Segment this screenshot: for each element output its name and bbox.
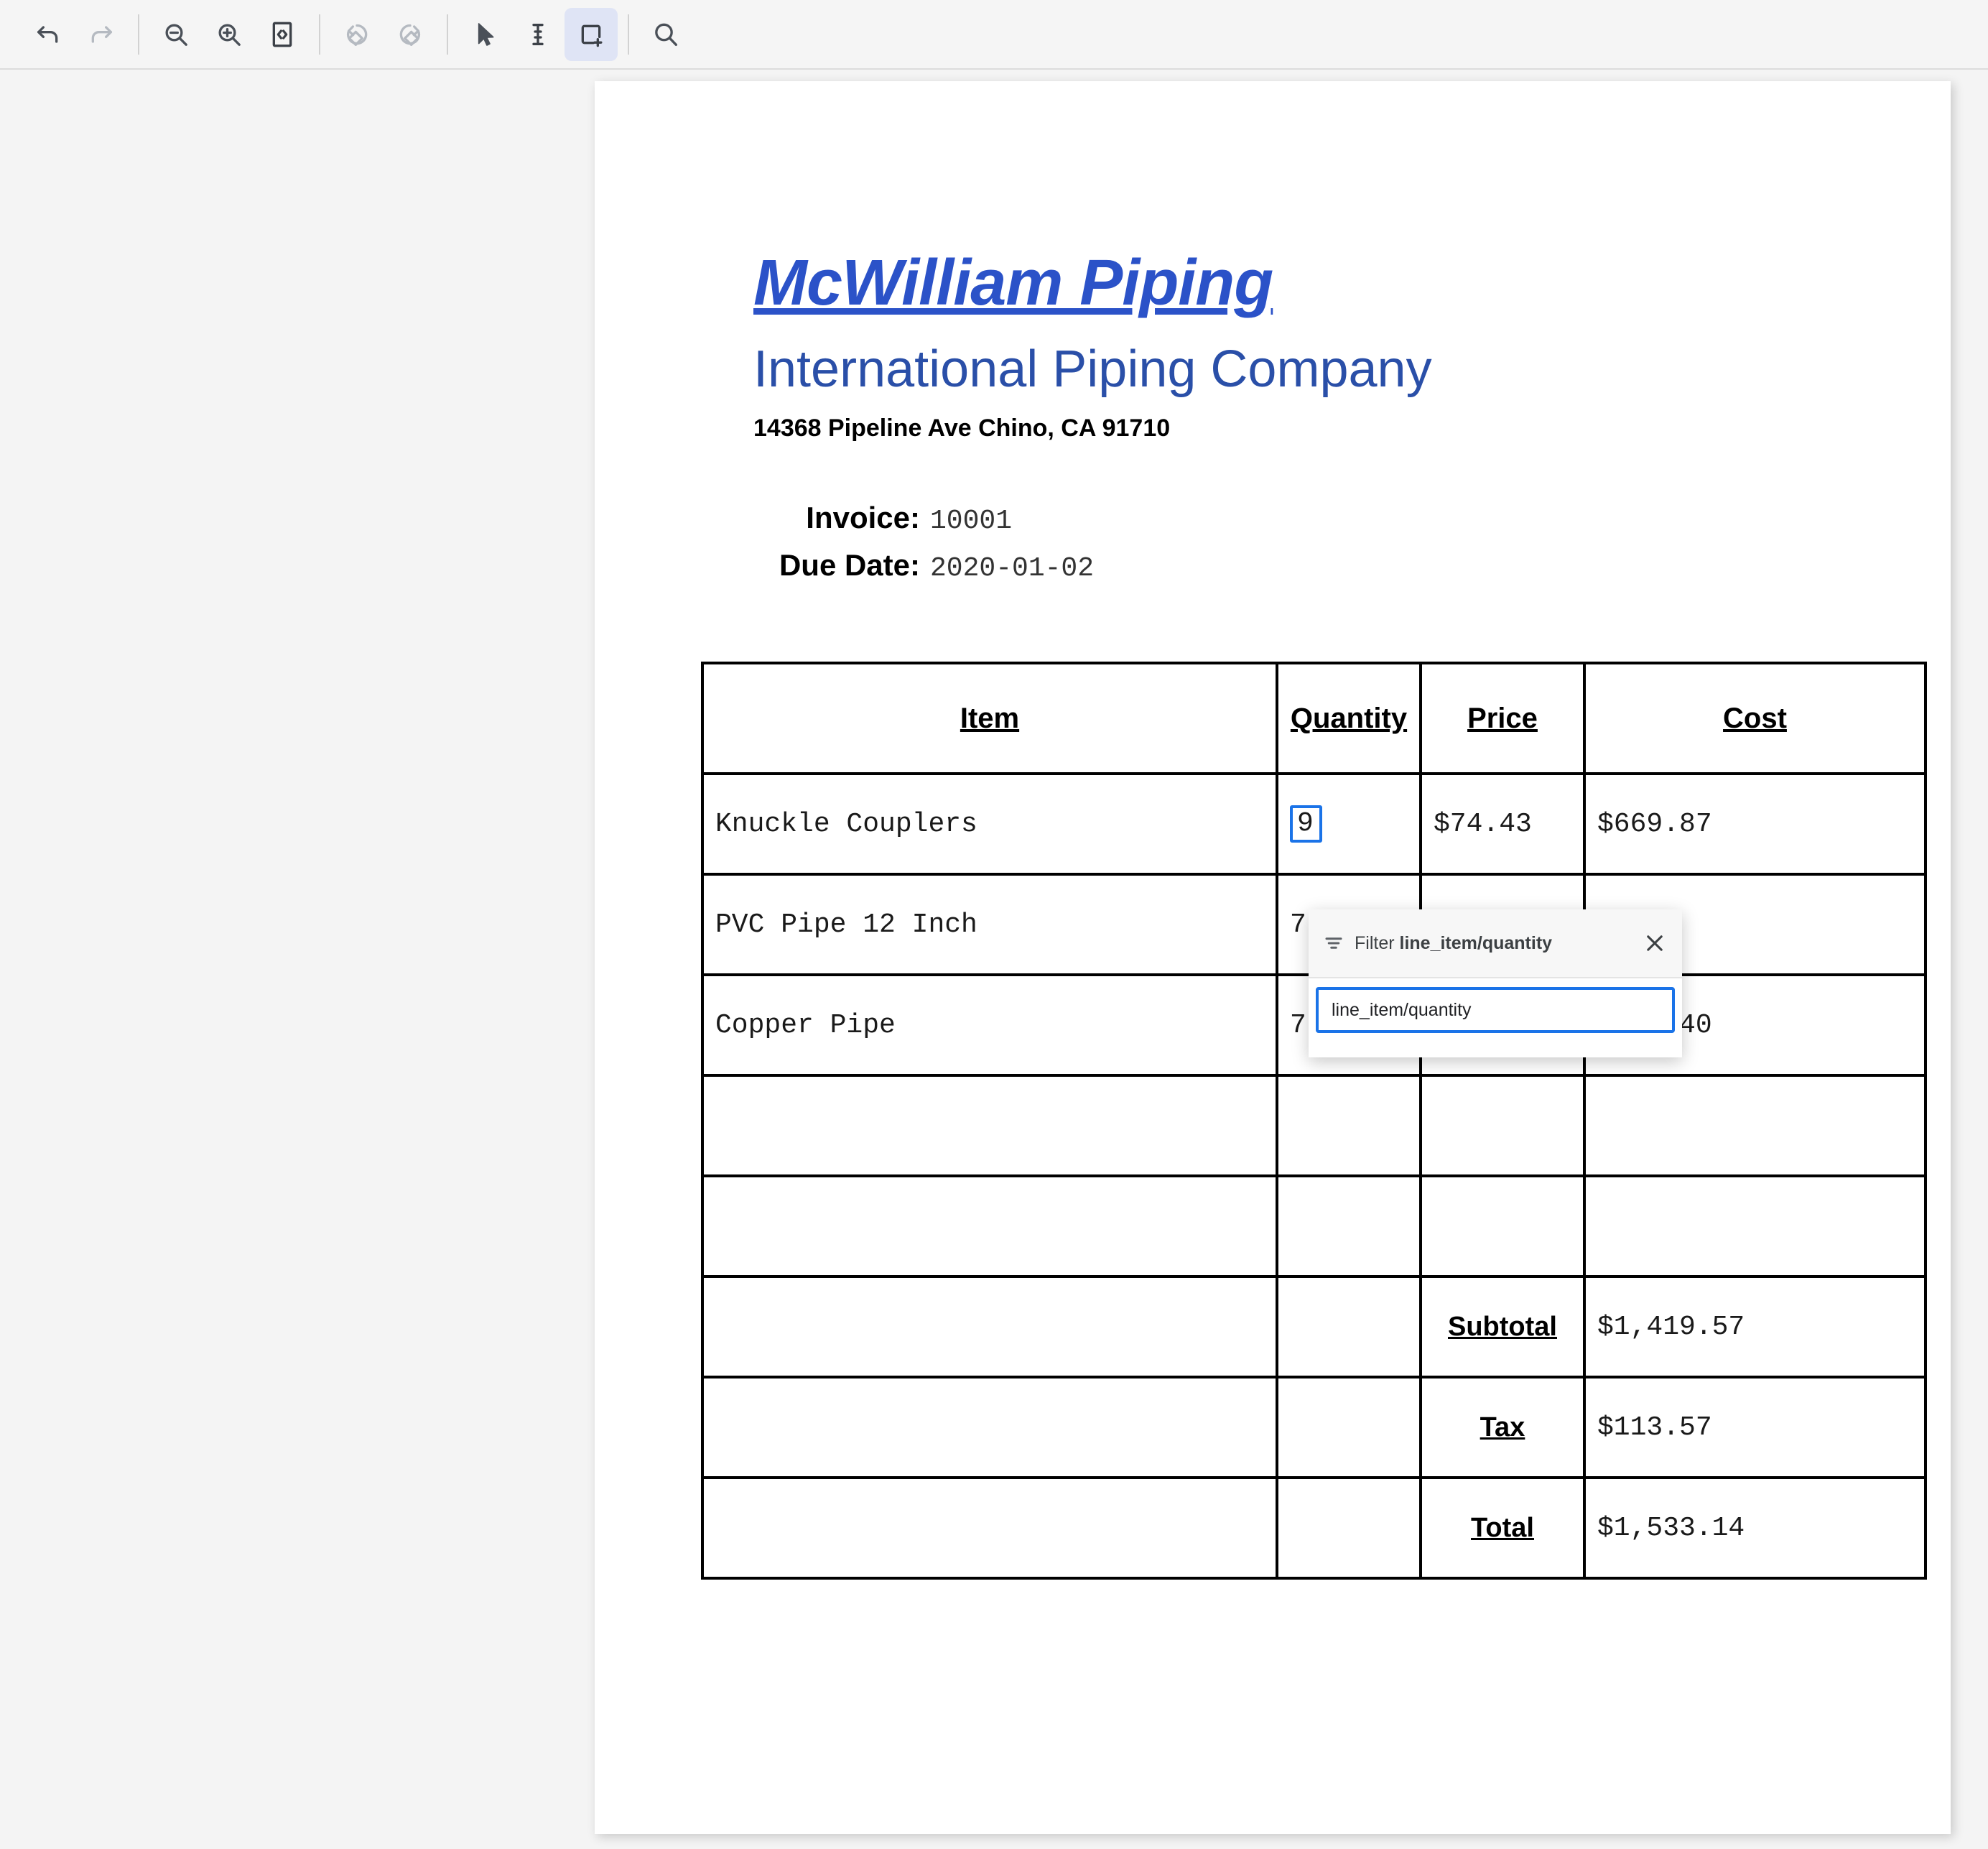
toolbar-group-zoom xyxy=(149,8,309,61)
filter-popup[interactable]: Filter line_item/quantity xyxy=(1309,909,1682,1057)
filter-popup-header: Filter line_item/quantity xyxy=(1309,909,1682,978)
column-header-price[interactable]: Price xyxy=(1419,662,1586,775)
company-subtitle: International Piping Company xyxy=(753,340,1432,398)
tax-value[interactable]: $113.57 xyxy=(1583,1376,1927,1479)
table-row[interactable] xyxy=(701,1174,1927,1278)
filter-popup-title: Filter line_item/quantity xyxy=(1355,933,1639,954)
editor-toolbar xyxy=(0,0,1988,70)
cell-blank xyxy=(701,1275,1278,1378)
redo-icon xyxy=(87,20,116,49)
invoice-line-items-table[interactable]: Item Quantity Price Cost Knuckle Coupler… xyxy=(701,662,1927,1580)
cell-blank xyxy=(1276,1376,1422,1479)
close-icon[interactable] xyxy=(1639,927,1671,959)
select-tool-button[interactable] xyxy=(458,8,511,61)
text-select-icon xyxy=(524,20,552,49)
cell-quantity[interactable] xyxy=(1276,1174,1422,1278)
cell-price[interactable] xyxy=(1419,1074,1586,1177)
subtotal-value[interactable]: $1,419.57 xyxy=(1583,1275,1927,1378)
zoom-out-icon xyxy=(162,20,190,49)
rotate-right-icon xyxy=(396,20,424,49)
cursor-arrow-icon xyxy=(470,20,499,49)
table-row-tax[interactable]: Tax $113.57 xyxy=(701,1376,1927,1479)
cell-price[interactable] xyxy=(1419,1174,1586,1278)
due-date-value: 2020-01-02 xyxy=(930,553,1095,584)
invoice-number-row: Invoice: 10001 xyxy=(753,501,1199,537)
invoice-meta: Invoice: 10001 Due Date: 2020-01-02 xyxy=(753,501,1199,596)
tax-label: Tax xyxy=(1419,1376,1586,1479)
cell-item[interactable]: PVC Pipe 12 Inch xyxy=(701,873,1278,976)
cell-blank xyxy=(1276,1476,1422,1580)
total-value[interactable]: $1,533.14 xyxy=(1583,1476,1927,1580)
cell-quantity[interactable] xyxy=(1276,1074,1422,1177)
toolbar-divider xyxy=(628,14,629,55)
document-page[interactable]: McWilliam Piping International Piping Co… xyxy=(595,81,1951,1834)
toolbar-group-history xyxy=(22,8,128,61)
table-header-row: Item Quantity Price Cost xyxy=(701,662,1927,775)
toolbar-group-search xyxy=(639,8,692,61)
undo-icon xyxy=(34,20,62,49)
cell-item[interactable]: Copper Pipe xyxy=(701,973,1278,1077)
cell-item[interactable]: Knuckle Couplers xyxy=(701,772,1278,876)
search-button[interactable] xyxy=(639,8,692,61)
column-header-cost[interactable]: Cost xyxy=(1583,662,1927,775)
column-header-item[interactable]: Item xyxy=(701,662,1278,775)
table-row[interactable]: Knuckle Couplers 9 $74.43 $669.87 xyxy=(701,772,1927,876)
fit-width-button[interactable] xyxy=(256,8,309,61)
rotate-right-button[interactable] xyxy=(384,8,437,61)
company-name: McWilliam Piping xyxy=(753,247,1273,319)
rotate-left-icon xyxy=(343,20,371,49)
filter-popup-body xyxy=(1309,978,1682,1057)
rotate-left-button[interactable] xyxy=(330,8,384,61)
cell-price[interactable]: $74.43 xyxy=(1419,772,1586,876)
add-region-tool-button[interactable] xyxy=(565,7,618,61)
cell-item[interactable] xyxy=(701,1074,1278,1177)
due-date-label: Due Date: xyxy=(779,548,920,582)
cell-cost[interactable] xyxy=(1583,1174,1927,1278)
cell-blank xyxy=(1276,1275,1422,1378)
cell-blank xyxy=(701,1376,1278,1479)
table-row[interactable] xyxy=(701,1074,1927,1177)
column-header-quantity[interactable]: Quantity xyxy=(1276,662,1422,775)
filter-popup-field-name: line_item/quantity xyxy=(1399,932,1553,953)
filter-icon xyxy=(1323,932,1344,954)
search-icon xyxy=(651,20,680,49)
due-date-row: Due Date: 2020-01-02 xyxy=(753,548,1199,584)
table-row-total[interactable]: Total $1,533.14 xyxy=(701,1476,1927,1580)
add-region-icon xyxy=(577,20,605,49)
company-address: 14368 Pipeline Ave Chino, CA 91710 xyxy=(753,414,1171,442)
cell-blank xyxy=(701,1476,1278,1580)
invoice-number-value: 10001 xyxy=(930,506,1013,537)
filter-value-input[interactable] xyxy=(1316,987,1675,1033)
cell-cost[interactable] xyxy=(1583,1074,1927,1177)
toolbar-divider xyxy=(447,14,448,55)
selected-quantity-value[interactable]: 9 xyxy=(1290,805,1322,843)
toolbar-divider xyxy=(319,14,320,55)
toolbar-group-rotate xyxy=(330,8,437,61)
toolbar-group-tools xyxy=(458,7,618,61)
text-select-tool-button[interactable] xyxy=(511,8,565,61)
fit-width-icon xyxy=(268,20,297,49)
total-label: Total xyxy=(1419,1476,1586,1580)
invoice-document: McWilliam Piping International Piping Co… xyxy=(595,81,1951,1834)
subtotal-label: Subtotal xyxy=(1419,1275,1586,1378)
cell-quantity[interactable]: 9 xyxy=(1276,772,1422,876)
cell-cost[interactable]: $669.87 xyxy=(1583,772,1927,876)
toolbar-divider xyxy=(138,14,139,55)
table-row-subtotal[interactable]: Subtotal $1,419.57 xyxy=(701,1275,1927,1378)
zoom-in-button[interactable] xyxy=(203,8,256,61)
invoice-number-label: Invoice: xyxy=(806,501,920,534)
zoom-in-icon xyxy=(215,20,243,49)
redo-button[interactable] xyxy=(75,8,128,61)
zoom-out-button[interactable] xyxy=(149,8,203,61)
undo-button[interactable] xyxy=(22,8,75,61)
filter-popup-title-prefix: Filter xyxy=(1355,932,1395,953)
cell-item[interactable] xyxy=(701,1174,1278,1278)
